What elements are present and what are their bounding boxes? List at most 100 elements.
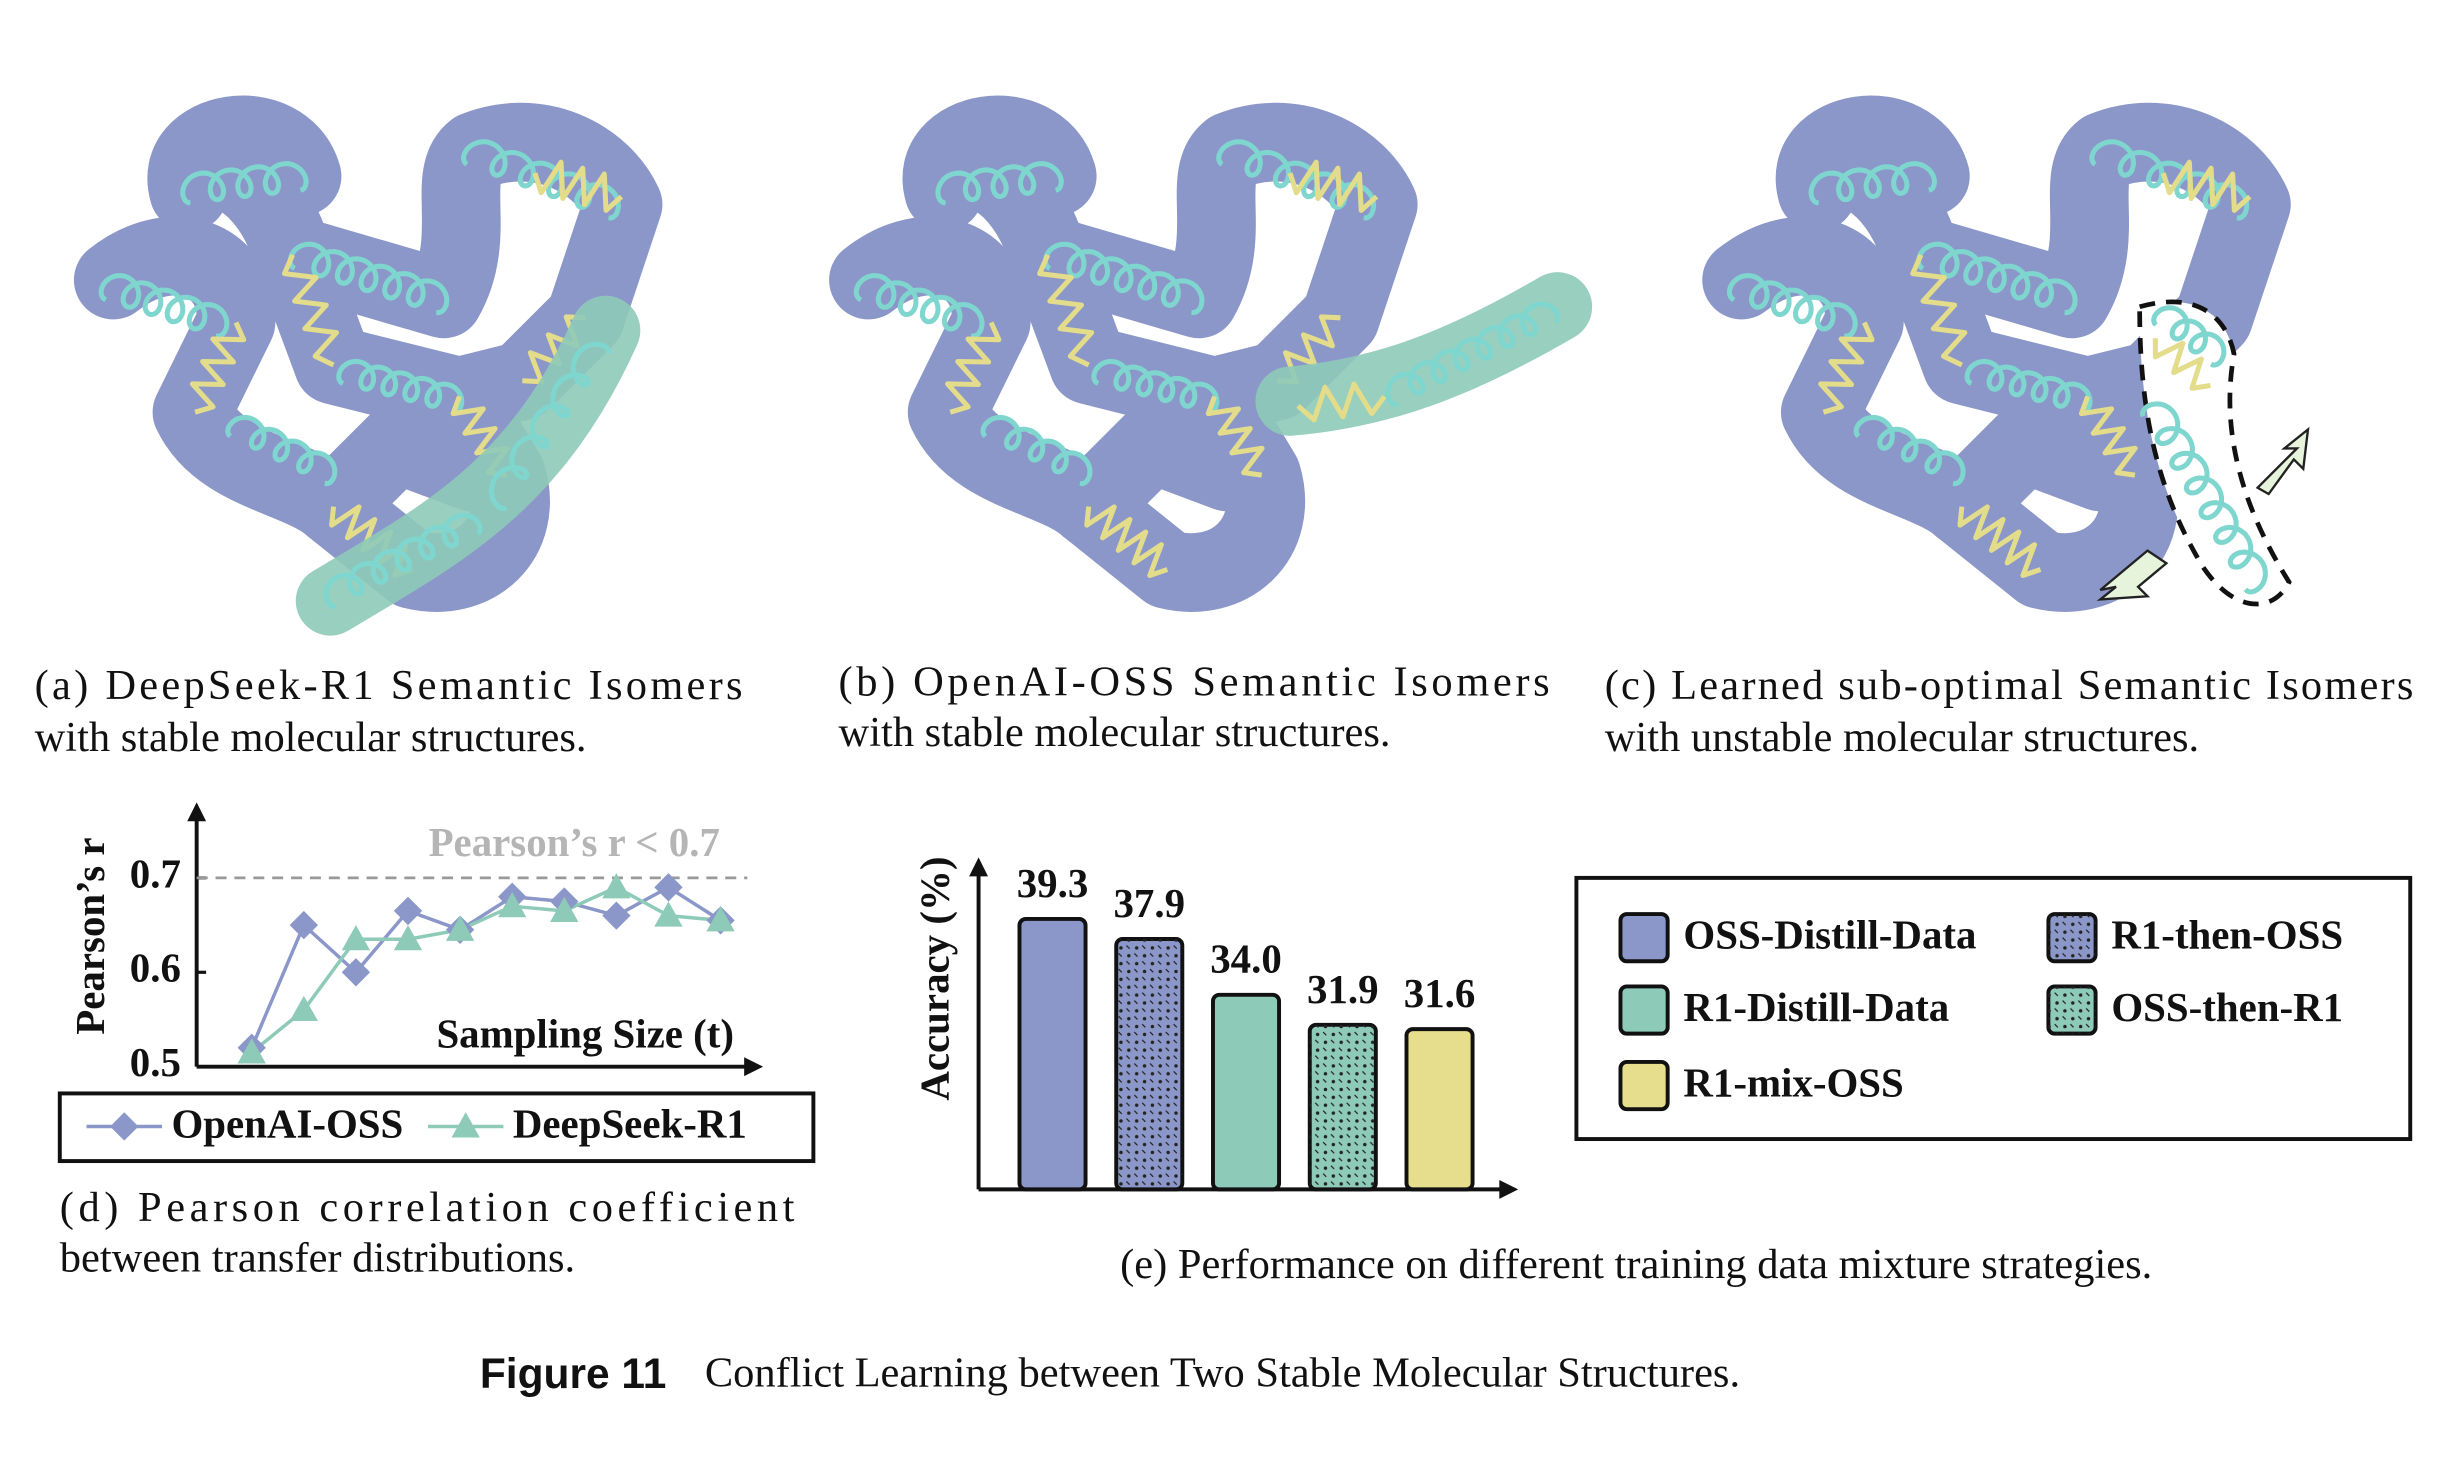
caption: with stable molecular structures. <box>839 709 1391 756</box>
dashed-chain <box>2137 299 2292 607</box>
legend-marker <box>451 1112 480 1138</box>
coil <box>2089 139 2250 221</box>
coil <box>1853 414 1966 487</box>
zigzag <box>1818 321 1875 415</box>
coil <box>488 341 612 512</box>
zigzag <box>532 159 624 213</box>
backbone <box>253 102 663 436</box>
y-tick-label: 0.5 <box>130 1040 181 1085</box>
coil <box>98 273 230 339</box>
y-axis-title: Accuracy (%) <box>913 857 958 1101</box>
legend-swatch <box>1618 984 1670 1036</box>
zigzag <box>1287 159 1379 213</box>
coil <box>225 414 338 487</box>
legend-box <box>1574 875 2413 1142</box>
coil <box>1808 161 1938 206</box>
arrow <box>2255 426 2310 496</box>
axis-arrow <box>1499 1179 1519 1199</box>
axis-arrow <box>969 857 989 877</box>
legend-marker <box>110 1112 139 1141</box>
coil <box>853 273 985 339</box>
marker <box>341 925 371 951</box>
illustrations <box>73 95 2310 636</box>
value-label: 31.6 <box>1404 971 1476 1016</box>
axis-arrow <box>744 1057 764 1077</box>
legend-label: R1-then-OSS <box>2111 913 2343 958</box>
backbone <box>1881 102 2291 436</box>
legend-label: R1-Distill-Data <box>1683 985 1949 1030</box>
coil <box>287 241 450 316</box>
coil <box>1042 241 1205 316</box>
bar-hatch <box>1309 1024 1376 1190</box>
value-label: 34.0 <box>1210 937 1282 982</box>
legend-hatch <box>2048 914 2096 962</box>
legend-swatch <box>1618 1059 1670 1112</box>
backbone <box>1049 404 1267 546</box>
caption: with unstable molecular structures. <box>1605 714 2199 761</box>
coil <box>1964 358 2093 415</box>
bar <box>1211 992 1282 1192</box>
backbone <box>1775 95 1970 232</box>
coil <box>180 161 309 206</box>
zigzag <box>1910 253 1968 368</box>
molecule <box>73 95 663 636</box>
caption: between transfer distributions. <box>60 1235 575 1282</box>
coil <box>1726 273 1858 339</box>
legend-swatch <box>1618 912 1670 964</box>
arrow <box>2096 549 2169 601</box>
zigzag <box>945 321 1002 415</box>
coil <box>460 139 621 221</box>
coil <box>2151 305 2227 368</box>
coil <box>2139 401 2268 595</box>
bar <box>1017 916 1088 1192</box>
marker <box>602 873 631 899</box>
y-axis-title: Pearson’s r <box>68 837 113 1034</box>
legend-label: OSS-Distill-Data <box>1683 913 1976 958</box>
coil <box>980 414 1093 487</box>
x-axis-title: Sampling Size (t) <box>436 1012 734 1057</box>
marker <box>654 901 683 927</box>
legend-label: OpenAI-OSS <box>171 1101 403 1146</box>
marker <box>602 901 631 930</box>
backbone <box>147 95 342 232</box>
legend-label: DeepSeek-R1 <box>513 1101 747 1146</box>
value-label: 37.9 <box>1113 881 1185 926</box>
coil <box>1916 241 2078 316</box>
zigzag <box>1205 395 1265 478</box>
coil <box>323 512 483 609</box>
backbone <box>1008 102 1418 436</box>
zigzag <box>1084 504 1169 579</box>
caption: (b) OpenAI-OSS Semantic Isomers <box>839 659 1550 706</box>
zigzag <box>522 314 586 385</box>
backbone <box>1702 130 2179 612</box>
y-tick-label: 0.6 <box>130 946 181 991</box>
backbone <box>294 404 512 546</box>
molecule <box>829 95 1593 612</box>
backbone <box>829 130 1306 612</box>
reference-label: Pearson’s r < 0.7 <box>429 820 720 865</box>
marker <box>445 915 475 941</box>
molecule <box>1702 95 2310 612</box>
zigzag <box>2078 395 2138 478</box>
marker <box>393 925 423 951</box>
marker <box>654 873 683 902</box>
coil <box>1091 358 1220 415</box>
zigzag <box>281 253 340 368</box>
coil <box>935 161 1064 206</box>
value-label: 39.3 <box>1017 861 1089 906</box>
axis-arrow <box>187 802 207 822</box>
y-tick-label: 0.7 <box>130 851 181 896</box>
zigzag <box>1037 253 1095 368</box>
zigzag <box>2160 159 2252 213</box>
marker <box>237 1038 266 1064</box>
caption: (d) Pearson correlation coefficient <box>60 1184 795 1231</box>
bar-hatch <box>1116 938 1183 1190</box>
zigzag <box>2152 338 2211 391</box>
legend-label: R1-mix-OSS <box>1683 1061 1903 1106</box>
caption: (e) Performance on different training da… <box>1120 1241 2152 1288</box>
backbone <box>902 95 1097 232</box>
backbone <box>1922 404 2140 546</box>
marker <box>289 995 318 1022</box>
